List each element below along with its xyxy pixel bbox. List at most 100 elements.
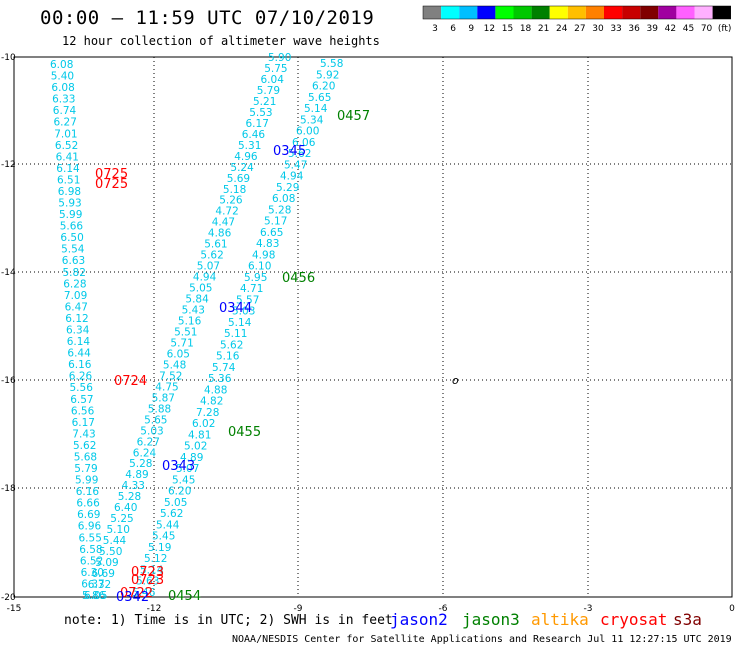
map-frame [13,56,733,598]
track-value: 7.09 [64,290,87,302]
track-value: 5.14 [304,103,328,115]
track-value: 6.50 [60,232,83,244]
track-value: 5.90 [268,52,291,64]
y-tick-label: -10 [1,53,16,63]
track-value: 6.63 [62,255,85,267]
track-value: 6.26 [69,371,93,383]
track-value: 5.34 [300,114,324,126]
track-value: 5.84 [185,294,209,306]
track-value: 6.65 [260,227,283,239]
x-tick-label: -15 [7,604,22,614]
track-value: 4.72 [215,206,238,218]
colorbar-swatch [441,6,460,19]
track-value: 6.14 [67,336,91,348]
track-value: 5.28 [129,458,152,470]
track-value: 5.71 [170,338,193,350]
track-value: 5.66 [60,221,84,233]
colorbar-label: 12 [484,24,495,34]
colorbar-swatch [531,6,550,19]
pass-label: 0456 [282,271,315,286]
track-value: 4.47 [212,217,235,229]
track-value: 5.14 [140,565,164,577]
colorbar-swatch [423,6,442,19]
track-value: 4.89 [180,452,203,464]
track-value: 5.46 [132,587,156,599]
colorbar-swatch [513,6,532,19]
y-tick-label: -14 [1,268,16,278]
track-value: 6.58 [79,544,102,556]
y-tick-label: -12 [1,160,16,170]
track-value: 6.10 [248,261,271,273]
track-value: 6.17 [246,118,269,130]
track-value: 5.74 [212,362,236,374]
track-value: 6.05 [167,348,190,360]
colorbar-swatch [477,6,496,19]
colorbar-label: 24 [556,24,568,34]
colorbar-label: 9 [468,24,474,34]
colorbar-swatch [676,6,695,19]
track-value: 5.61 [204,239,227,251]
colorbar-label: 3 [432,24,438,34]
track-value: 6.27 [137,436,160,448]
track-value: 6.52 [80,555,103,567]
track-value: 5.05 [189,283,212,295]
track-value: 6.06 [292,137,316,149]
track-value: 4.94 [193,272,217,284]
track-value: 4.89 [125,469,148,481]
track-value: 6.08 [272,193,295,205]
track-value: 5.63 [136,576,159,588]
track-value: 6.98 [58,186,81,198]
colorbar-swatch [604,6,623,19]
pass-label: 0344 [219,301,252,316]
track-value: 5.28 [268,204,291,216]
track-value: 5.31 [238,140,261,152]
track-value: 6.52 [55,140,78,152]
pass-label: 0342 [116,590,149,605]
x-tick-label: -12 [147,604,162,614]
location-marker: o [452,374,459,387]
pass-label: 0722 [120,586,153,601]
pass-label: 0725 [95,177,128,192]
colorbar-label: (ft) [718,24,732,34]
y-tick-label: -18 [1,484,16,494]
track-value: 5.92 [316,69,339,81]
track-value: 4.81 [188,429,211,441]
track-value: 5.05 [164,497,187,509]
track-value: 6.69 [77,509,100,521]
track-value: 6.14 [56,163,80,175]
track-value: 5.54 [61,244,85,256]
track-value: 6.69 [92,568,115,580]
colorbar-swatch [567,6,586,19]
y-tick-label: -20 [1,593,16,603]
colorbar-label: 70 [701,24,713,34]
track-value: 6.41 [56,151,79,163]
track-value: 5.53 [249,107,272,119]
track-value: 6.30 [81,567,104,579]
colorbar-label: 36 [628,24,640,34]
track-value: 6.74 [53,105,77,117]
track-value: 5.45 [172,474,195,486]
track-value: 4.96 [234,151,258,163]
track-value: 5.02 [184,441,207,453]
track-value: 4.88 [204,384,227,396]
track-value: 5.65 [308,92,331,104]
track-value: 5.45 [152,531,175,543]
track-value: 4.83 [256,238,279,250]
track-value: 7.28 [196,407,219,419]
track-value: 6.56 [71,405,95,417]
pass-label: 0455 [228,425,261,440]
chart-title: 00:00 – 11:59 UTC 07/10/2019 [40,7,375,29]
x-tick-label: -3 [584,604,593,614]
track-value: 7.01 [54,128,77,140]
track-value: 5.95 [244,272,267,284]
track-value: 5.29 [276,182,299,194]
track-value: 6.05 [84,590,107,602]
legend-cryosat: cryosat [600,610,668,629]
track-value: 6.12 [65,313,88,325]
axis-ticks: -15 -12 -9 -6 -3 0 -10 -12 -14 -16 -18 -20 [1,53,735,614]
track-value: 4.86 [208,228,232,240]
track-value: 5.10 [107,524,130,536]
track-value: 5.87 [152,392,175,404]
legend-altika: altika [531,610,589,629]
